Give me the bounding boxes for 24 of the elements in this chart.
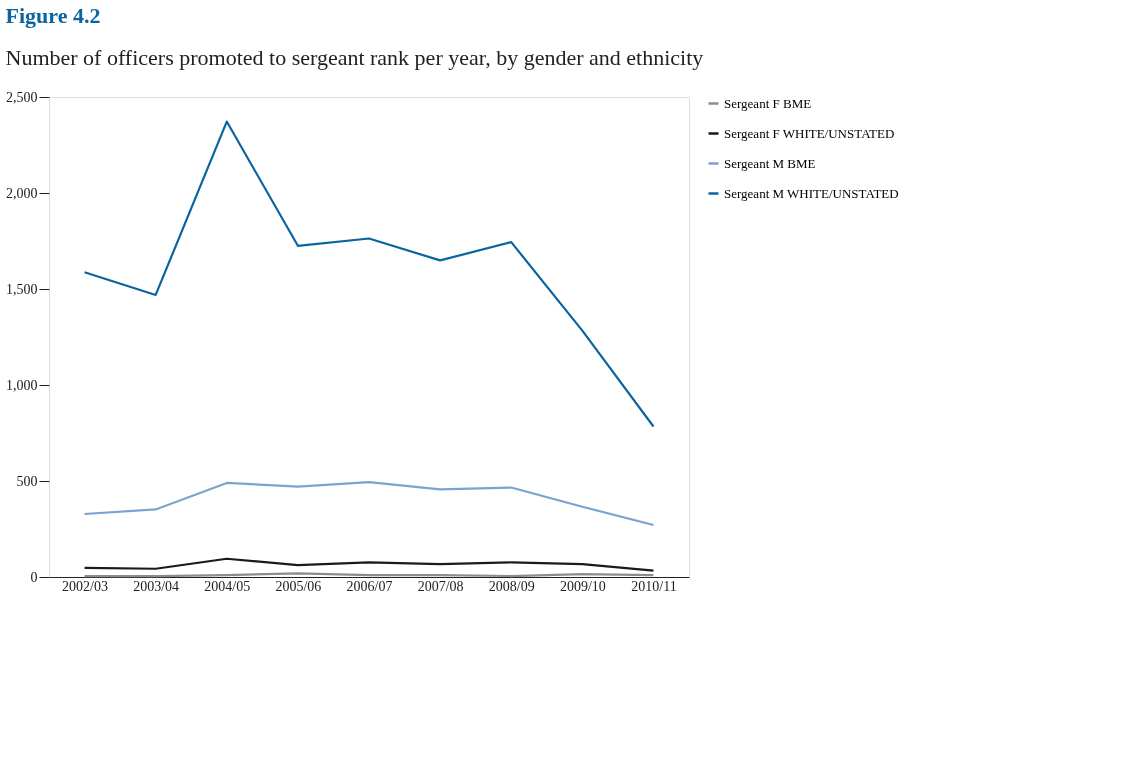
y-tick-label: 0 [30, 569, 38, 585]
x-tick-label: 2004/05 [204, 578, 251, 594]
x-tick-label: 2002/03 [62, 578, 108, 594]
legend-label: Sergeant F BME [724, 95, 812, 111]
x-tick-label: 2010/11 [631, 578, 677, 594]
line-series [83, 557, 655, 572]
legend-label: Sergeant M BME [724, 155, 816, 171]
line-series [83, 481, 655, 527]
x-tick-label: 2005/06 [275, 578, 322, 594]
y-tick-label: 2,500 [6, 89, 38, 105]
x-tick-label: 2006/07 [346, 578, 393, 594]
legend-label: Sergeant F WHITE/UNSTATED [724, 125, 895, 141]
chart-title: Figure 4.2 [5, 3, 101, 28]
y-tick-label: 1,000 [6, 377, 38, 393]
x-tick-label: 2009/10 [559, 578, 606, 594]
x-tick-label: 2007/08 [417, 578, 464, 594]
legend-label: Sergeant M WHITE/UNSTATED [724, 185, 899, 201]
x-tick-label: 2008/09 [488, 578, 535, 594]
line-series [83, 120, 655, 428]
x-tick-label: 2003/04 [133, 578, 180, 594]
y-tick-label: 500 [16, 473, 38, 489]
y-tick-label: 2,000 [6, 185, 38, 201]
y-tick-label: 1,500 [6, 281, 38, 297]
chart-subtitle: Number of officers promoted to sergeant rank per year, by gender and ethnicity [5, 45, 704, 70]
